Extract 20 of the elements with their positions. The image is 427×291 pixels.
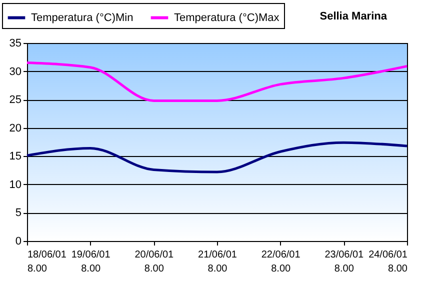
legend-label: Temperatura (°C)Max [174,12,280,24]
y-tick-label: 30 [9,66,22,78]
x-tick-label: 19/06/01 8.00 [71,250,111,274]
y-tick-label: 25 [9,94,22,106]
x-tick-label: 18/06/01 8.00 [28,250,67,274]
y-tick-label: 10 [9,178,22,191]
x-tick-label: 24/06/01 8.00 [368,250,408,274]
line-series [26,62,408,102]
y-tick-label: 15 [9,150,22,163]
chart-title: Sellia Marina [320,10,388,22]
line-series [26,141,408,174]
x-tick-label: 21/06/01 8.00 [198,250,238,274]
x-tick-label: 23/06/01 8.00 [324,250,364,274]
y-tick-label: 5 [15,207,22,220]
x-tick-label: 22/06/01 8.00 [261,250,301,274]
x-tick-label: 20/06/01 8.00 [134,250,174,274]
y-tick-label: 35 [9,38,22,50]
y-tick-label: 20 [9,122,22,134]
y-tick-label: 0 [15,236,22,248]
legend-label: Temperatura (°C)Min [31,12,134,24]
